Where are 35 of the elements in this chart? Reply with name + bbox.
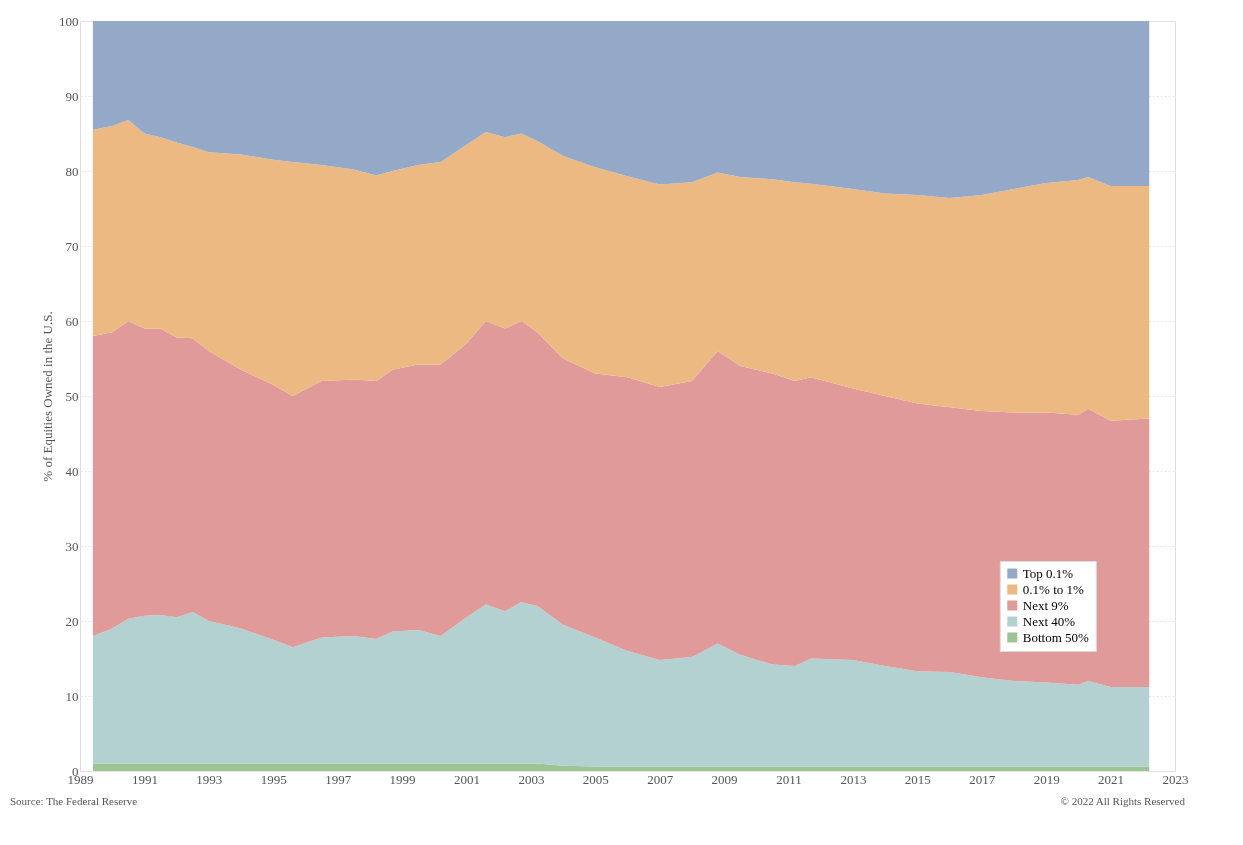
y-tick-label: 100 bbox=[59, 13, 79, 29]
x-tick-label: 2009 bbox=[711, 771, 738, 787]
x-tick-label: 1995 bbox=[260, 771, 287, 787]
y-tick-label: 90 bbox=[65, 88, 79, 104]
legend-label: Top 0.1% bbox=[1022, 565, 1074, 581]
legend-label: 0.1% to 1% bbox=[1022, 581, 1084, 597]
y-tick-label: 60 bbox=[65, 313, 79, 329]
legend-label: Next 9% bbox=[1022, 597, 1069, 613]
x-tick-label: 2017 bbox=[969, 771, 996, 787]
x-tick-label: 2023 bbox=[1162, 771, 1189, 787]
y-tick-label: 10 bbox=[65, 688, 79, 704]
x-tick-label: 1999 bbox=[389, 771, 416, 787]
y-tick-label: 40 bbox=[65, 463, 79, 479]
legend-label: Next 40% bbox=[1022, 613, 1076, 629]
y-tick-label: 70 bbox=[65, 238, 79, 254]
x-tick-label: 2019 bbox=[1033, 771, 1060, 787]
y-tick-label: 20 bbox=[65, 613, 79, 629]
y-tick-label: 80 bbox=[65, 163, 79, 179]
x-tick-label: 2011 bbox=[776, 771, 802, 787]
x-tick-label: 1997 bbox=[325, 771, 352, 787]
x-tick-label: 2003 bbox=[518, 771, 545, 787]
x-tick-label: 2005 bbox=[582, 771, 609, 787]
x-tick-label: 2013 bbox=[840, 771, 867, 787]
y-tick-label: 30 bbox=[65, 538, 79, 554]
source-note: Source: The Federal Reserve bbox=[10, 795, 138, 807]
x-tick-label: 1991 bbox=[131, 771, 158, 787]
y-tick-label: 50 bbox=[65, 388, 79, 404]
x-tick-label: 2007 bbox=[647, 771, 674, 787]
x-tick-label: 2021 bbox=[1098, 771, 1125, 787]
y-axis-title: % of Equities Owned in the U.S. bbox=[40, 311, 55, 482]
x-tick-label: 2001 bbox=[453, 771, 480, 787]
x-tick-label: 1993 bbox=[196, 771, 223, 787]
legend-label: Bottom 50% bbox=[1022, 629, 1090, 645]
text: © 2022 All Rights Reserved bbox=[1060, 795, 1186, 807]
x-tick-label: 2015 bbox=[904, 771, 931, 787]
